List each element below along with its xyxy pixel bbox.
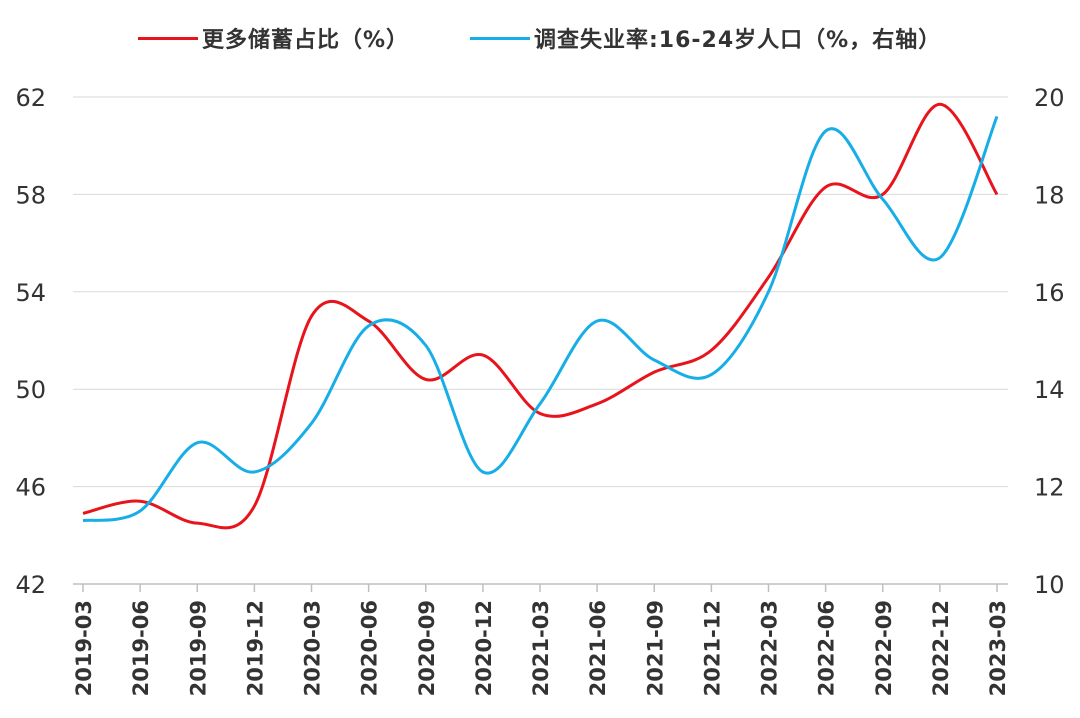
x-tick-label: 2022-12 <box>929 600 953 696</box>
y-right-tick-label: 18 <box>1034 181 1065 209</box>
y-left-tick-label: 42 <box>15 571 46 599</box>
y-left-tick-label: 46 <box>15 474 46 502</box>
y-left-tick-label: 50 <box>15 376 46 404</box>
x-tick-label: 2021-06 <box>586 600 610 696</box>
x-tick-label: 2021-12 <box>700 600 724 696</box>
x-tick-label: 2020-12 <box>472 600 496 696</box>
y-right-tick-label: 12 <box>1034 474 1065 502</box>
x-tick-label: 2019-12 <box>243 600 267 696</box>
series-line-unemployment <box>82 115 999 523</box>
legend-label-savings: 更多储蓄占比（%） <box>202 28 410 53</box>
x-tick-label: 2021-03 <box>529 600 553 696</box>
y-right-tick-label: 20 <box>1034 84 1065 112</box>
y-right-tick-label: 10 <box>1034 571 1065 599</box>
y-left-tick-label: 58 <box>15 181 46 209</box>
y-right-tick-label: 14 <box>1034 376 1065 404</box>
x-tick-label: 2020-09 <box>415 600 439 696</box>
x-tick-label: 2020-06 <box>358 600 382 696</box>
x-tick-label: 2021-09 <box>643 600 667 696</box>
chart-legend: 更多储蓄占比（%） 调查失业率:16-24岁人口（%，右轴） <box>0 22 1080 62</box>
x-tick-label: 2022-09 <box>872 600 896 696</box>
x-tick-label: 2019-03 <box>72 600 96 696</box>
legend-label-unemployment: 调查失业率:16-24岁人口（%，右轴） <box>534 28 942 53</box>
x-tick-label: 2023-03 <box>986 600 1010 696</box>
y-left-tick-label: 62 <box>15 84 46 112</box>
x-tick-label: 2020-03 <box>301 600 325 696</box>
y-left-tick-label: 54 <box>15 279 46 307</box>
legend-item-unemployment: 调查失业率:16-24岁人口（%，右轴） <box>470 22 941 54</box>
x-tick-label: 2022-03 <box>758 600 782 696</box>
legend-item-savings: 更多储蓄占比（%） <box>138 22 409 54</box>
series-line-savings <box>82 102 999 530</box>
x-tick-label: 2022-06 <box>815 600 839 696</box>
x-tick-label: 2019-06 <box>129 600 153 696</box>
legend-swatch-unemployment <box>470 36 530 40</box>
y-right-tick-label: 16 <box>1034 279 1065 307</box>
legend-swatch-savings <box>138 36 198 40</box>
x-tick-label: 2019-09 <box>186 600 210 696</box>
